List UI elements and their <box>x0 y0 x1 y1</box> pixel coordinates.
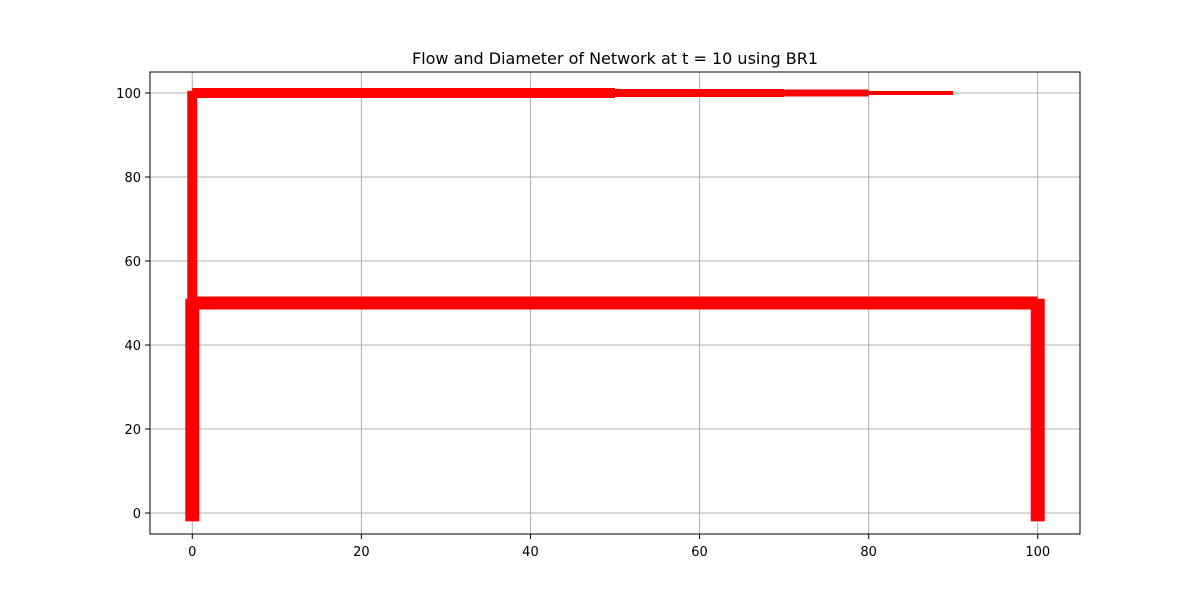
network-segments <box>185 88 1045 522</box>
axis-ticks: 0 20 40 60 80 100 0 20 40 60 80 100 <box>116 87 1050 560</box>
chart-title: Flow and Diameter of Network at t = 10 u… <box>412 49 818 68</box>
x-tick-label: 0 <box>188 545 196 560</box>
x-tick-label: 60 <box>691 545 708 560</box>
y-tick-label: 40 <box>124 339 141 354</box>
y-tick-label: 80 <box>124 171 141 186</box>
y-tick-label: 60 <box>124 255 141 270</box>
y-tick-label: 0 <box>133 507 141 522</box>
x-tick-label: 100 <box>1025 545 1050 560</box>
axes-frame <box>149 71 1081 535</box>
y-tick-label: 100 <box>116 87 141 102</box>
x-tick-label: 80 <box>860 545 877 560</box>
x-tick-label: 20 <box>353 545 370 560</box>
y-tick-label: 20 <box>124 423 141 438</box>
x-tick-label: 40 <box>522 545 539 560</box>
